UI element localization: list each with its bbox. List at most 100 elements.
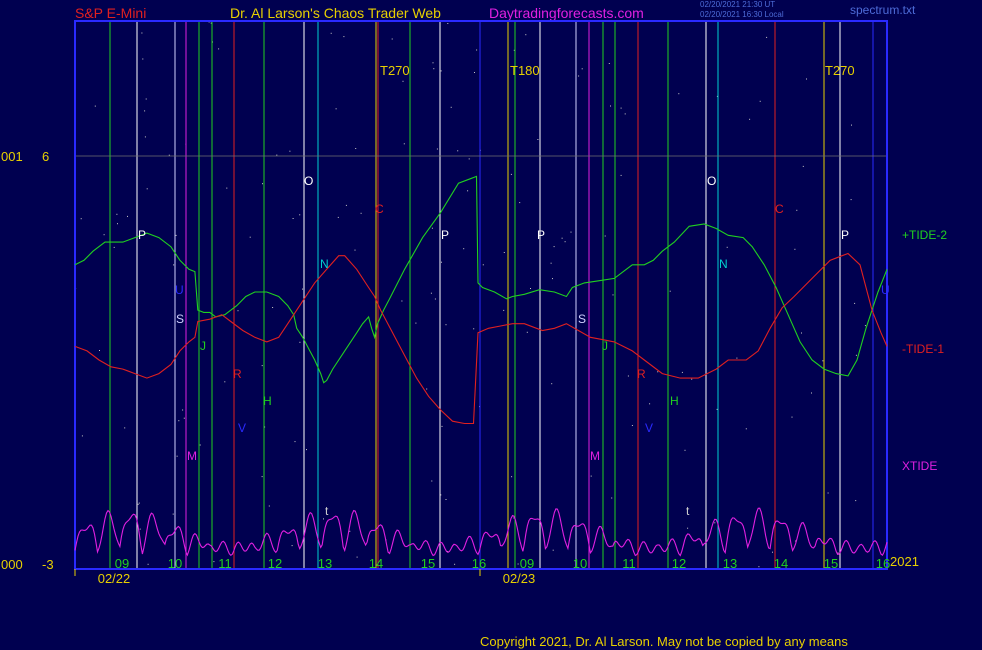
background-dots — [75, 21, 866, 568]
background-dot — [337, 216, 339, 218]
chart-title: Dr. Al Larson's Chaos Trader Web — [230, 5, 441, 21]
planet-marker: N — [320, 257, 329, 271]
background-dot — [261, 476, 263, 478]
background-dot — [81, 435, 83, 437]
background-dot — [811, 392, 812, 394]
background-dot — [264, 426, 266, 428]
background-dot — [564, 241, 566, 243]
legend-label: XTIDE — [902, 459, 937, 473]
background-dot — [570, 231, 572, 233]
background-dot — [335, 108, 337, 110]
background-dot — [199, 444, 201, 446]
background-dot — [561, 237, 563, 239]
background-dot — [402, 80, 404, 82]
background-dot — [687, 527, 689, 529]
background-dot — [657, 371, 659, 373]
background-dot — [827, 492, 829, 494]
background-dot — [276, 154, 278, 156]
planet-marker: U — [175, 283, 184, 297]
x-hour-label: 10 — [168, 556, 182, 571]
background-dot — [178, 420, 180, 422]
background-dot — [144, 110, 146, 112]
y-axis-value-label: -3 — [42, 557, 54, 572]
background-dot — [463, 248, 465, 250]
background-dot — [142, 58, 144, 60]
background-dot — [758, 566, 760, 568]
background-dot — [147, 563, 149, 565]
planet-marker: P — [441, 228, 449, 242]
background-dot — [345, 204, 347, 206]
background-dot — [553, 246, 555, 248]
series--tide-1 — [74, 252, 888, 425]
background-dot — [426, 388, 428, 390]
cycle-label: T270 — [825, 63, 855, 78]
planet-marker: O — [304, 174, 313, 188]
background-dot — [415, 322, 417, 324]
background-dot — [519, 202, 521, 204]
background-dot — [608, 63, 610, 64]
background-dot — [291, 545, 293, 547]
series-xtide — [74, 507, 888, 557]
background-dot — [403, 143, 405, 145]
planet-marker: H — [670, 394, 679, 408]
planet-marker: U — [881, 283, 890, 297]
background-dot — [822, 360, 824, 362]
planet-marker: t — [325, 504, 329, 518]
background-dot — [581, 68, 583, 70]
background-dot — [117, 223, 118, 225]
planet-marker: H — [263, 394, 272, 408]
background-dot — [611, 497, 613, 499]
background-dot — [354, 249, 356, 251]
background-dot — [854, 302, 856, 304]
x-hour-label: 09 — [115, 556, 129, 571]
planet-marker: O — [707, 174, 716, 188]
background-dot — [454, 563, 456, 565]
planet-marker: P — [841, 228, 849, 242]
background-dot — [503, 252, 505, 253]
planet-marker: R — [637, 367, 646, 381]
background-dot — [513, 49, 515, 51]
background-dot — [517, 563, 519, 565]
y-axis-left-label: 000 — [1, 557, 23, 572]
x-hour-label: 13 — [318, 556, 332, 571]
background-dot — [137, 503, 139, 505]
series--tide-2 — [74, 175, 888, 384]
planet-marker: R — [233, 367, 242, 381]
background-dot — [631, 425, 633, 426]
background-dot — [772, 551, 773, 553]
background-dot — [726, 246, 728, 248]
background-dot — [441, 425, 443, 427]
background-dot — [684, 449, 686, 451]
background-dot — [292, 218, 294, 219]
background-dot — [530, 288, 531, 289]
x-hour-label: 13 — [723, 556, 737, 571]
legend-label: +TIDE-2 — [902, 228, 947, 242]
x-hour-label: 16 — [472, 556, 486, 571]
background-dot — [144, 136, 146, 138]
background-dot — [299, 214, 301, 216]
background-dot — [766, 36, 768, 38]
background-dot — [513, 517, 515, 519]
background-dot — [441, 261, 442, 263]
background-dot — [431, 480, 433, 482]
background-dot — [468, 158, 470, 160]
background-dot — [261, 365, 263, 367]
file-name: spectrum.txt — [850, 3, 916, 17]
background-dot — [791, 416, 793, 418]
planet-marker: M — [187, 449, 197, 463]
background-dot — [447, 23, 449, 24]
background-dot — [445, 324, 447, 326]
site-link[interactable]: Daytradingforecasts.com — [489, 5, 644, 21]
background-dot — [681, 371, 683, 373]
copyright-text: Copyright 2021, Dr. Al Larson. May not b… — [480, 634, 848, 649]
background-dot — [168, 154, 170, 156]
cycle-label: T180 — [510, 63, 540, 78]
background-dot — [141, 32, 143, 34]
background-dot — [850, 199, 852, 201]
series-group — [74, 175, 888, 557]
background-dot — [749, 118, 751, 120]
planet-markers: T270 T180 T270 P O N C P P S J R H V Mt U S J R H V Mt O N C P U — [138, 63, 890, 518]
background-dot — [356, 556, 358, 558]
x-hour-label: 16 — [876, 556, 890, 571]
